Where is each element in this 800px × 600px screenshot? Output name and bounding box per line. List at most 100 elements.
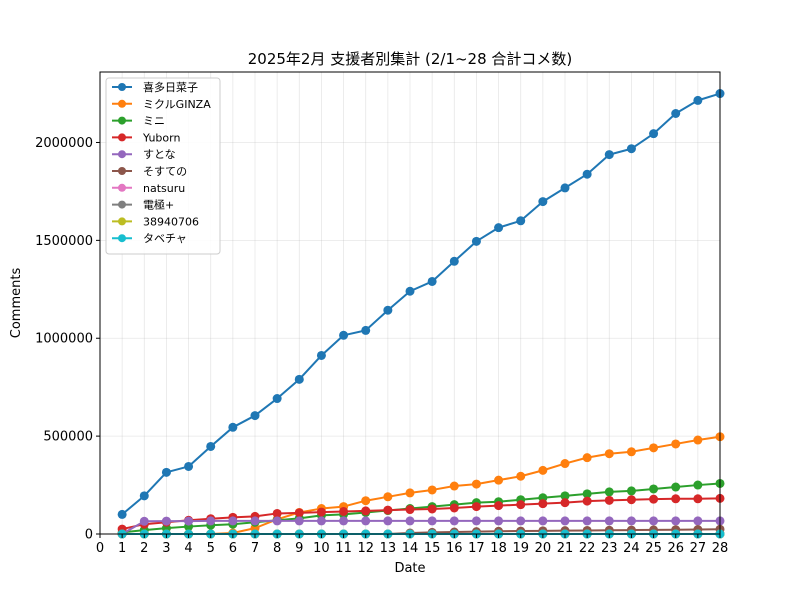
series-line: [121, 497, 721, 531]
data-point: [538, 516, 548, 526]
x-tick-label: 9: [295, 541, 303, 556]
data-point: [649, 516, 659, 526]
y-tick-label: 1500000: [35, 234, 93, 249]
data-point: [405, 286, 415, 296]
x-tick-label: 21: [557, 541, 574, 556]
data-point: [206, 516, 216, 526]
data-point: [693, 494, 703, 504]
x-tick-label: 7: [251, 541, 259, 556]
data-point: [139, 516, 149, 526]
data-point: [316, 350, 326, 360]
legend-frame: [105, 77, 221, 255]
x-tick-label: 0: [96, 541, 104, 556]
legend-label: ミニ: [143, 115, 165, 128]
x-tick-label: 6: [229, 541, 237, 556]
data-point: [649, 494, 659, 504]
data-point: [161, 467, 171, 477]
data-point: [626, 447, 636, 457]
data-point: [693, 435, 703, 445]
data-point: [471, 516, 481, 526]
legend-label: そすての: [143, 165, 187, 178]
x-tick-label: 19: [512, 541, 529, 556]
legend-marker: [118, 83, 126, 91]
data-point: [626, 486, 636, 496]
data-point: [339, 516, 349, 526]
legend-label: タベチャ: [143, 232, 187, 245]
legend-marker: [118, 234, 126, 243]
x-tick-label: 8: [273, 541, 281, 556]
data-point: [339, 330, 349, 340]
x-tick-label: 16: [446, 541, 463, 556]
x-axis-title: Date: [394, 561, 425, 576]
legend-item: 喜多日菜子: [112, 80, 198, 94]
data-point: [427, 276, 437, 286]
x-tick-label: 10: [313, 541, 330, 556]
data-point: [228, 422, 238, 432]
legend-marker: [118, 133, 126, 142]
data-point: [516, 471, 526, 481]
data-point: [294, 516, 304, 526]
legend-label: 喜多日菜子: [143, 80, 198, 94]
x-tick-label: 5: [207, 541, 215, 556]
y-axis-title: Comments: [9, 268, 24, 339]
data-point: [671, 109, 681, 119]
data-point: [693, 95, 703, 105]
data-point: [206, 441, 216, 451]
data-point: [671, 516, 681, 526]
series-line: [122, 482, 721, 534]
data-point: [516, 216, 526, 226]
data-point: [671, 494, 681, 504]
y-tick-label: 0: [85, 528, 93, 543]
legend-label: すとな: [143, 148, 176, 161]
data-point: [339, 506, 349, 516]
data-point: [139, 491, 149, 501]
x-tick-label: 20: [535, 541, 552, 556]
data-point: [427, 516, 437, 526]
data-point: [383, 492, 393, 502]
legend-item: そすての: [112, 165, 187, 178]
data-point: [516, 516, 526, 526]
data-point: [604, 487, 614, 497]
legend-item: Yuborn: [112, 131, 180, 144]
legend-item: ミクルGINZA: [112, 98, 211, 111]
data-point: [693, 516, 703, 526]
legend-label: ミクルGINZA: [143, 98, 211, 111]
data-point: [582, 169, 592, 179]
x-tick-label: 14: [402, 541, 419, 556]
data-point: [538, 197, 548, 207]
data-point: [494, 223, 504, 233]
data-point: [427, 504, 437, 514]
data-point: [250, 411, 260, 421]
data-point: [582, 496, 592, 506]
data-point: [604, 150, 614, 160]
y-axis: 0 500000 1000000 1500000 2000000: [35, 136, 100, 543]
data-point: [228, 516, 238, 526]
series-0: [117, 89, 725, 519]
data-point: [649, 484, 659, 494]
data-point: [405, 516, 415, 526]
y-tick-label: 500000: [43, 430, 93, 445]
data-point: [361, 506, 371, 516]
data-point: [471, 236, 481, 246]
x-tick-label: 22: [579, 541, 596, 556]
data-point: [272, 508, 282, 518]
data-point: [516, 500, 526, 510]
legend-label: 38940706: [143, 215, 199, 228]
data-point: [117, 509, 127, 519]
legend-item: natsuru: [112, 182, 185, 195]
data-point: [538, 465, 548, 475]
data-point: [604, 449, 614, 459]
data-point: [560, 459, 570, 469]
x-axis: 0 1 2 3 4 5 6 7 8 9 10 11 12 13 14 15 16 17 18 19 20 21 22 23 24…: [96, 534, 728, 556]
legend-marker: [118, 200, 126, 209]
data-point: [184, 516, 194, 526]
data-point: [626, 144, 636, 154]
legend-label: Yuborn: [142, 131, 180, 144]
x-tick-label: 15: [424, 541, 441, 556]
data-point: [471, 479, 481, 489]
data-point: [449, 503, 459, 513]
x-tick-label: 17: [468, 541, 485, 556]
legend-marker: [118, 116, 126, 125]
legend-marker: [118, 99, 126, 108]
